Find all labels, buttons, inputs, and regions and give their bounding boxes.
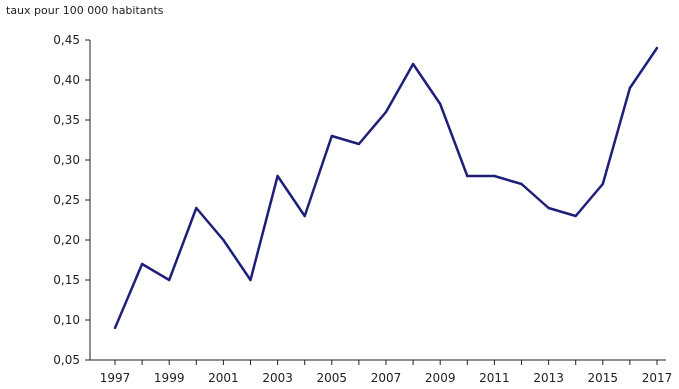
data-point	[547, 206, 550, 210]
data-point	[140, 262, 144, 266]
y-tick-label: 0,40	[53, 73, 80, 87]
x-tick-label: 2017	[642, 371, 673, 385]
data-point	[574, 214, 577, 218]
y-tick-label: 0,15	[53, 273, 80, 287]
x-tick-label: 2001	[208, 371, 239, 385]
x-tick-label: 2007	[371, 371, 402, 385]
data-point	[601, 182, 604, 186]
data-point	[493, 174, 496, 178]
data-point	[303, 214, 306, 218]
series-line	[113, 47, 659, 329]
x-tick-label: 2003	[262, 371, 293, 385]
data-point	[330, 134, 333, 138]
data-point	[168, 278, 171, 282]
data-point	[439, 102, 442, 106]
y-axis-ticks: 0,05 0,10 0,15 0,20 0,25 0,30 0,35 0,40 0,45	[53, 33, 90, 367]
data-point	[249, 278, 252, 282]
x-tick-label: 1999	[154, 371, 185, 385]
data-points	[113, 46, 659, 330]
x-tick-label: 2015	[588, 371, 619, 385]
y-tick-label: 0,05	[53, 353, 80, 367]
data-point	[628, 86, 632, 90]
y-tick-label: 0,35	[53, 113, 80, 127]
x-tick-label: 2005	[317, 371, 348, 385]
x-axis-ticks: 1997 1999 2001 2003 2005 2007 2009 2011 2013 2015…	[100, 360, 673, 385]
x-tick-label: 2013	[533, 371, 564, 385]
data-point	[357, 142, 361, 146]
y-tick-label: 0,20	[53, 233, 80, 247]
x-tick-label: 2009	[425, 371, 456, 385]
data-point	[113, 326, 117, 330]
y-tick-label: 0,30	[53, 153, 80, 167]
data-point	[384, 110, 388, 114]
data-point	[466, 174, 469, 178]
y-tick-label: 0,25	[53, 193, 80, 207]
y-tick-label: 0,10	[53, 313, 80, 327]
data-point	[655, 46, 659, 50]
y-axis-label: taux pour 100 000 habitants	[6, 4, 164, 17]
data-point	[520, 182, 523, 186]
y-tick-label: 0,45	[53, 33, 80, 47]
data-point	[222, 238, 225, 242]
data-point	[195, 206, 198, 210]
data-point	[411, 62, 415, 66]
x-tick-label: 2011	[479, 371, 510, 385]
x-tick-label: 1997	[100, 371, 131, 385]
data-point	[276, 174, 279, 178]
